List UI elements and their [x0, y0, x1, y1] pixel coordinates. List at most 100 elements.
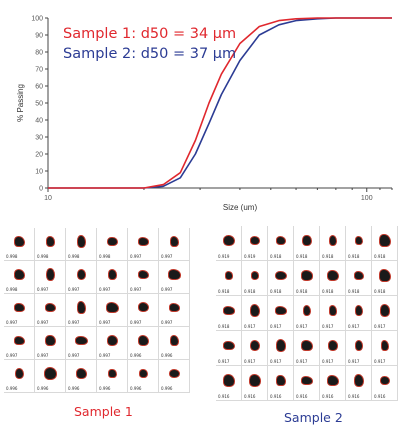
particle-cell: 0.918 — [268, 261, 294, 296]
particle-image — [15, 368, 24, 379]
particle-cell: 0.917 — [372, 331, 398, 366]
circularity-value: 0.918 — [348, 289, 360, 294]
particle-image — [277, 237, 285, 244]
x-tick-label: 10 — [44, 195, 52, 202]
particle-cell: 0.997 — [128, 294, 159, 327]
circularity-value: 0.997 — [6, 353, 18, 358]
particle-image — [380, 235, 390, 246]
particle-cell: 0.918 — [268, 226, 294, 261]
particle-cell: 0.996 — [159, 360, 190, 393]
circularity-value: 0.997 — [37, 320, 49, 325]
particle-image — [223, 375, 235, 386]
circularity-value: 0.916 — [296, 394, 308, 399]
circularity-value: 0.918 — [218, 289, 230, 294]
particle-image — [78, 270, 85, 279]
particle-image — [355, 305, 363, 316]
y-tick-label: 80 — [35, 50, 43, 57]
sample-1-caption: Sample 1 — [74, 404, 133, 419]
particle-image — [328, 376, 338, 385]
particle-cell: 0.997 — [35, 261, 66, 294]
circularity-value: 0.917 — [374, 359, 386, 364]
particle-cell: 0.917 — [216, 331, 242, 366]
particle-image — [355, 340, 363, 351]
circularity-value: 0.917 — [296, 324, 308, 329]
particle-image — [355, 271, 363, 280]
particle-image — [381, 376, 389, 385]
particle-image — [251, 341, 259, 350]
particle-cell: 0.918 — [372, 226, 398, 261]
particle-cell: 0.997 — [97, 261, 128, 294]
circularity-value: 0.997 — [37, 287, 49, 292]
particle-image — [250, 237, 260, 244]
particle-cell: 0.997 — [66, 294, 97, 327]
particle-image — [169, 304, 180, 311]
series-line-2 — [48, 17, 392, 189]
particle-image — [46, 237, 55, 246]
circularity-value: 0.998 — [99, 254, 111, 259]
sample-2-caption: Sample 2 — [284, 410, 343, 425]
particle-cell: 0.997 — [128, 228, 159, 261]
particle-image — [275, 271, 287, 280]
circularity-value: 0.916 — [322, 394, 334, 399]
circularity-value: 0.919 — [218, 254, 230, 259]
particle-cell: 0.917 — [294, 331, 320, 366]
particle-image — [47, 269, 54, 280]
particle-cell: 0.998 — [66, 228, 97, 261]
particle-cell: 0.996 — [4, 360, 35, 393]
particle-cell: 0.916 — [294, 366, 320, 401]
circularity-value: 0.996 — [6, 386, 18, 391]
y-tick-label: 10 — [35, 169, 43, 176]
particle-image — [224, 236, 234, 245]
particle-image — [108, 336, 117, 345]
circularity-value: 0.918 — [244, 289, 256, 294]
particle-image — [276, 340, 286, 351]
circularity-value: 0.997 — [68, 320, 80, 325]
circularity-value: 0.997 — [99, 287, 111, 292]
particle-cell: 0.996 — [128, 360, 159, 393]
y-tick-label: 40 — [35, 118, 43, 125]
particle-image — [138, 270, 149, 279]
particle-image — [355, 236, 363, 245]
y-tick-label: 0 — [39, 186, 43, 193]
circularity-value: 0.998 — [68, 254, 80, 259]
circularity-value: 0.917 — [348, 324, 360, 329]
particle-image — [169, 270, 180, 279]
circularity-value: 0.917 — [322, 324, 334, 329]
particle-image — [380, 270, 390, 281]
circularity-value: 0.917 — [218, 359, 230, 364]
particle-image — [138, 238, 149, 245]
circularity-value: 0.917 — [270, 324, 282, 329]
circularity-value: 0.998 — [6, 254, 18, 259]
circularity-value: 0.918 — [218, 324, 230, 329]
particle-cell: 0.917 — [294, 296, 320, 331]
legend-series-1: Sample 1: d50 = 34 µm — [63, 26, 236, 42]
particle-cell: 0.997 — [4, 327, 35, 360]
particle-cell: 0.917 — [346, 331, 372, 366]
particle-cell: 0.918 — [320, 226, 346, 261]
particle-image — [328, 271, 338, 280]
circularity-value: 0.918 — [296, 254, 308, 259]
y-tick-label: 20 — [35, 152, 43, 159]
circularity-value: 0.917 — [322, 359, 334, 364]
particle-image — [276, 307, 286, 314]
circularity-value: 0.916 — [244, 394, 256, 399]
particle-cell: 0.917 — [320, 331, 346, 366]
sample-2-caption-text: Sample 2 — [284, 410, 343, 425]
particle-image — [277, 375, 285, 386]
y-tick-label: 70 — [35, 67, 43, 74]
circularity-value: 0.916 — [218, 394, 230, 399]
circularity-value: 0.996 — [37, 386, 49, 391]
particle-cell: 0.918 — [216, 296, 242, 331]
circularity-value: 0.918 — [270, 289, 282, 294]
particle-cell: 0.917 — [242, 296, 268, 331]
particle-cell: 0.998 — [4, 228, 35, 261]
particle-cell: 0.997 — [128, 261, 159, 294]
particle-cell: 0.997 — [35, 327, 66, 360]
circularity-value: 0.917 — [348, 359, 360, 364]
circularity-value: 0.918 — [348, 254, 360, 259]
particle-cell: 0.997 — [66, 261, 97, 294]
particle-cell: 0.916 — [216, 366, 242, 401]
particle-image — [45, 303, 56, 312]
particle-image — [139, 369, 148, 378]
particle-cell: 0.916 — [268, 366, 294, 401]
